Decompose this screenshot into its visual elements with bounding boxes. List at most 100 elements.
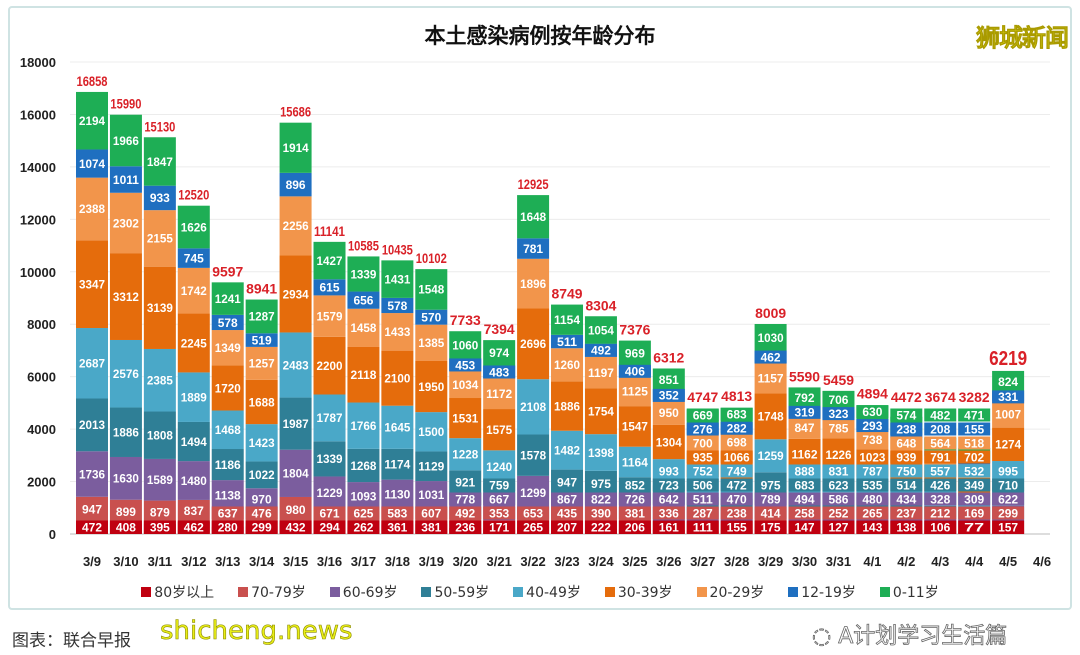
segment-label: 2687	[79, 357, 105, 371]
segment-label: 476	[252, 506, 272, 520]
segment-label: 483	[489, 365, 509, 379]
segment-label-chip	[992, 520, 1025, 534]
bar-segment	[245, 461, 278, 489]
segment-label: 519	[252, 333, 272, 347]
segment-label: 506	[693, 478, 713, 492]
y-tick-label: 16000	[20, 107, 56, 122]
segment-label-chip	[788, 506, 821, 520]
bar-segment	[143, 137, 176, 186]
chart-title: 本土感染病例按年龄分布	[424, 24, 656, 48]
segment-label: 607	[421, 506, 441, 520]
x-tick-label: 3/26	[656, 554, 681, 569]
segment-label: 328	[930, 492, 950, 506]
segment-label-chip	[415, 520, 448, 534]
segment-label: 1468	[215, 423, 241, 437]
segment-label: 1630	[113, 472, 139, 486]
segment-label: 434	[896, 492, 916, 506]
segment-label-chip	[143, 520, 176, 534]
segment-label-chip	[279, 520, 312, 534]
segment-label: 1074	[79, 157, 105, 171]
segment-label: 683	[795, 478, 815, 492]
segment-label-chip	[754, 506, 787, 520]
bar-segment	[415, 324, 448, 361]
bar-segment	[754, 363, 787, 394]
segment-label: 2696	[520, 337, 546, 351]
segment-label-chip	[924, 408, 957, 422]
bar-segment	[584, 470, 617, 497]
segment-label: 1578	[520, 448, 546, 462]
segment-label: 1398	[588, 446, 614, 460]
segment-label-chip	[924, 520, 957, 534]
bar-segment	[279, 172, 312, 197]
x-tick-label: 3/30	[792, 554, 817, 569]
segment-label: 1339	[317, 452, 343, 466]
bar-segment	[245, 346, 278, 380]
bar-segment	[109, 253, 142, 340]
segment-label-chip	[245, 506, 278, 520]
segment-label-chip	[822, 492, 855, 506]
bar-segment	[720, 433, 753, 452]
segment-label: 2388	[79, 202, 105, 216]
x-tick-label: 3/31	[826, 554, 851, 569]
segment-label: 1162	[792, 447, 818, 461]
segment-label-chip	[483, 520, 516, 534]
bar-segment	[143, 185, 176, 211]
segment-label-chip	[754, 492, 787, 506]
x-tick-label: 3/11	[148, 554, 173, 569]
bar-segment	[517, 195, 550, 239]
segment-label: 975	[761, 478, 781, 492]
segment-label-chip	[313, 506, 346, 520]
bar-segment	[381, 260, 414, 298]
segment-label: 435	[557, 506, 577, 520]
segment-label: 1736	[79, 467, 105, 481]
bar-segment	[279, 122, 312, 173]
segment-label-chip	[856, 520, 889, 534]
bar-segment	[279, 449, 312, 497]
segment-label: 1260	[554, 358, 580, 372]
segment-label: 939	[896, 450, 916, 464]
site-watermark: shicheng.news	[160, 616, 353, 647]
segment-label-chip	[720, 506, 753, 520]
segment-label-chip	[856, 464, 889, 478]
segment-label: 778	[455, 492, 475, 506]
segment-label: 1304	[656, 435, 682, 449]
bar-segment	[313, 241, 346, 280]
segment-label-chip	[686, 506, 719, 520]
segment-label: 1886	[554, 399, 580, 413]
segment-label-chip	[177, 520, 210, 534]
segment-label: 2934	[283, 287, 309, 301]
segment-label: 222	[591, 520, 611, 534]
segment-label-chip	[211, 520, 244, 534]
segment-label: 1339	[350, 267, 376, 281]
segment-label: 706	[828, 393, 848, 407]
legend-label: 40-49岁	[526, 585, 581, 601]
segment-label-chip	[856, 405, 889, 419]
bar-segment	[313, 476, 346, 509]
segment-label: 1431	[384, 272, 410, 286]
segment-label-chip	[924, 506, 957, 520]
legend-swatch	[141, 587, 152, 597]
segment-label: 492	[455, 506, 475, 520]
segment-label: 2200	[317, 359, 343, 373]
segment-label: 656	[353, 293, 373, 307]
segment-label: 414	[761, 506, 781, 520]
bar-segment	[449, 470, 482, 495]
segment-label: 161	[659, 520, 679, 534]
legend-item: 12-19岁	[788, 582, 856, 602]
segment-label: 1494	[181, 435, 207, 449]
segment-label-chip	[551, 506, 584, 520]
segment-label-chip	[924, 450, 957, 464]
segment-label-chip	[584, 520, 617, 534]
bar-segment	[652, 400, 685, 425]
x-tick-label: 3/23	[554, 554, 579, 569]
legend-label: 80岁以上	[154, 585, 215, 601]
bar-segment	[177, 313, 210, 373]
bar-segment	[449, 370, 482, 399]
segment-label: 1130	[384, 488, 410, 502]
bar-segment	[992, 401, 1025, 428]
segment-label-chip	[720, 478, 753, 492]
bar-segment	[483, 378, 516, 410]
segment-label: 361	[387, 520, 407, 534]
segment-label: 749	[727, 464, 747, 478]
segment-label: 1433	[384, 325, 410, 339]
